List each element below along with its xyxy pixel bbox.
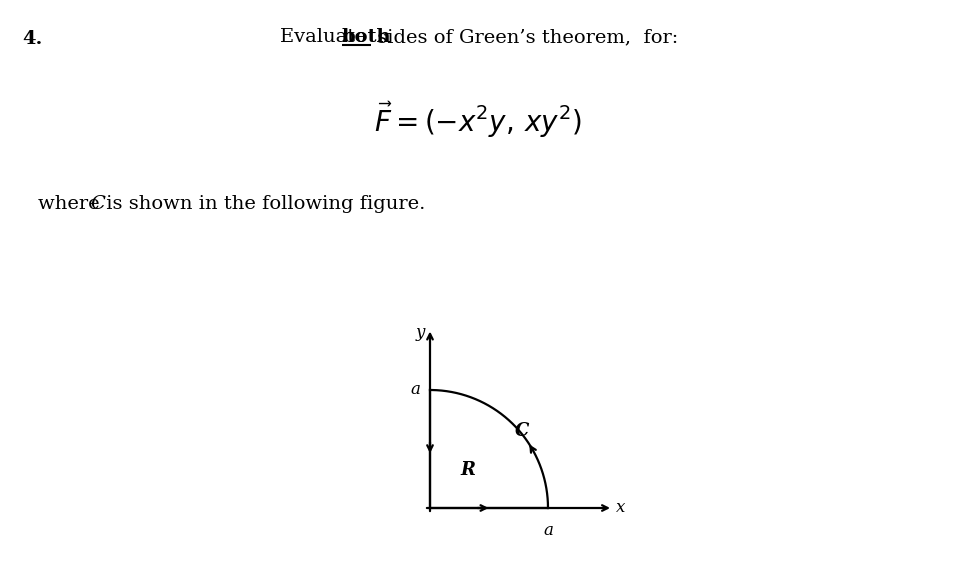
Text: C: C (90, 195, 105, 213)
Text: sides of Green’s theorem,  for:: sides of Green’s theorem, for: (371, 28, 678, 46)
Text: $\vec{F} = (-x^2y,\, xy^2)$: $\vec{F} = (-x^2y,\, xy^2)$ (374, 100, 582, 140)
Text: where: where (38, 195, 106, 213)
Text: x: x (617, 499, 626, 517)
Text: Evaluate: Evaluate (280, 28, 373, 46)
Text: is shown in the following figure.: is shown in the following figure. (100, 195, 425, 213)
Text: R: R (460, 461, 475, 479)
Text: a: a (543, 522, 553, 539)
Text: y: y (416, 324, 425, 341)
Text: C: C (515, 422, 530, 440)
Text: both: both (342, 28, 392, 46)
Text: 4.: 4. (22, 30, 42, 48)
Text: a: a (411, 382, 421, 398)
